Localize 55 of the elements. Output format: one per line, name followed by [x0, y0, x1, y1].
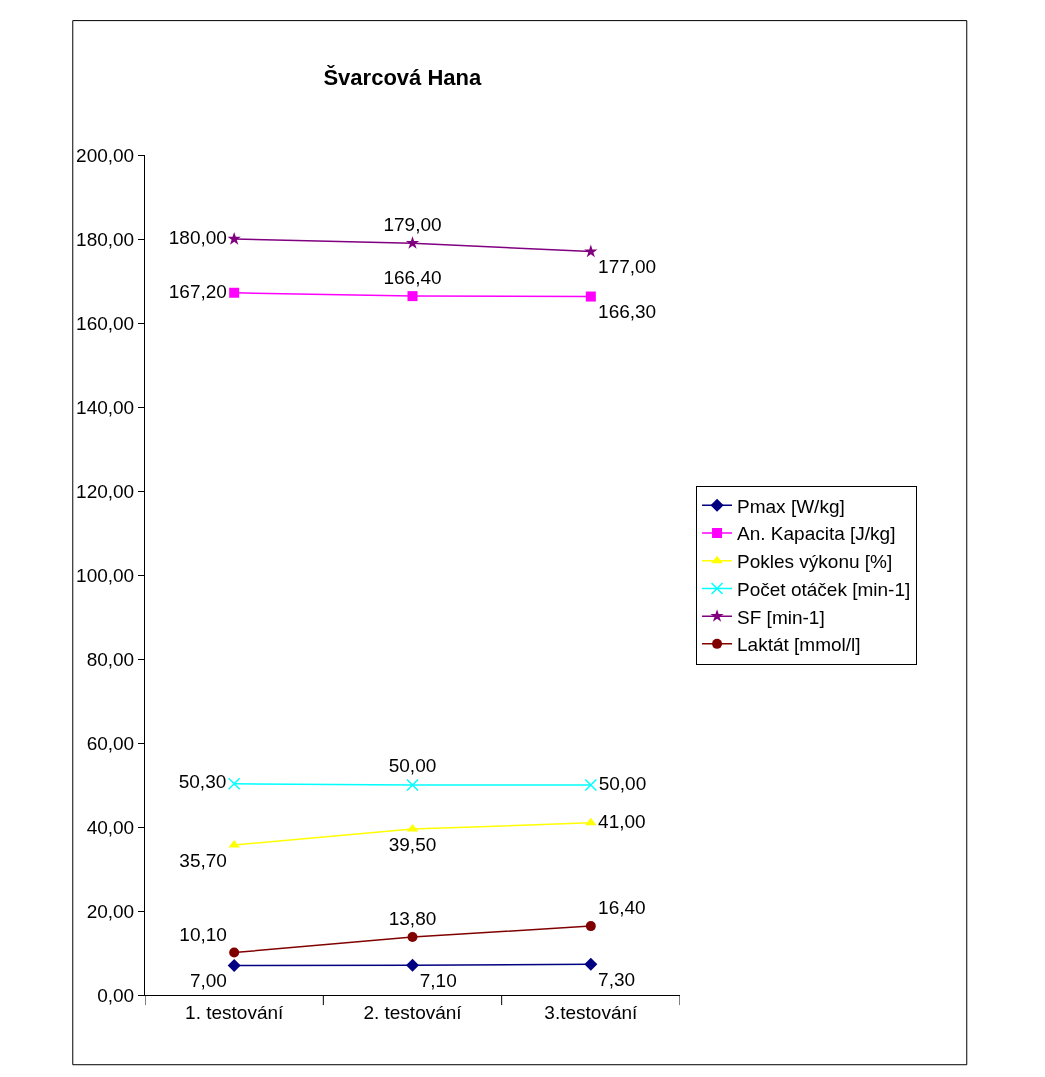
point — [585, 921, 596, 932]
data-label: 7,00 — [189, 970, 227, 992]
y-tick-label: 80,00 — [86, 648, 135, 670]
x-tick-label: 1. testování — [185, 1001, 284, 1023]
data-label: 7,30 — [598, 968, 636, 990]
point — [229, 947, 240, 958]
legend-label: An. Kapacita [J/kg] — [737, 523, 896, 545]
data-label: 41,00 — [598, 810, 646, 832]
legend-label: SF [min-1] — [737, 606, 825, 628]
x-tick-label: 2. testování — [363, 1001, 463, 1023]
legend-label: Pokles výkonu [%] — [737, 551, 893, 573]
point — [405, 236, 420, 249]
y-tick-label: 120,00 — [76, 480, 135, 502]
y-tick-label: 20,00 — [86, 900, 135, 922]
y-tick-label: 60,00 — [86, 732, 135, 754]
chart-title: Švarcová Hana — [323, 65, 482, 91]
point — [406, 958, 419, 972]
y-tick-label: 160,00 — [76, 312, 135, 334]
point — [406, 778, 419, 792]
y-tick-label: 40,00 — [86, 816, 135, 838]
data-label: 16,40 — [598, 897, 646, 919]
point — [584, 244, 598, 258]
point — [227, 959, 241, 973]
data-label: 167,20 — [168, 280, 227, 302]
legend-label: Počet otáček [min-1] — [737, 578, 911, 600]
data-label: 13,80 — [388, 908, 437, 930]
data-label: 179,00 — [383, 214, 442, 236]
point — [407, 932, 418, 943]
point — [229, 287, 240, 298]
data-label: 50,00 — [598, 772, 647, 794]
data-label: 7,10 — [419, 969, 457, 991]
data-label: 35,70 — [179, 849, 227, 871]
y-tick-label: 100,00 — [76, 564, 135, 586]
legend-label: Pmax [W/kg] — [737, 495, 845, 517]
point — [584, 957, 598, 971]
x-tick-label: 3.testování — [544, 1001, 639, 1023]
data-label: 166,30 — [598, 301, 657, 323]
y-tick-label: 200,00 — [76, 144, 135, 166]
data-label: 50,00 — [388, 755, 437, 777]
data-label: 10,10 — [179, 923, 227, 945]
data-label: 177,00 — [598, 256, 657, 278]
point — [407, 291, 418, 302]
legend-label: Laktát [mmol/l] — [737, 634, 861, 656]
point — [585, 817, 597, 826]
data-label: 166,40 — [383, 267, 442, 289]
point — [227, 777, 241, 790]
point — [584, 778, 598, 792]
y-tick-label: 0,00 — [97, 984, 135, 1006]
point — [227, 232, 241, 245]
point — [585, 291, 596, 302]
data-label: 39,50 — [388, 833, 437, 855]
y-tick-label: 140,00 — [76, 396, 135, 418]
data-label: 50,30 — [178, 771, 227, 793]
data-label: 180,00 — [168, 226, 227, 248]
y-tick-label: 180,00 — [76, 228, 135, 250]
